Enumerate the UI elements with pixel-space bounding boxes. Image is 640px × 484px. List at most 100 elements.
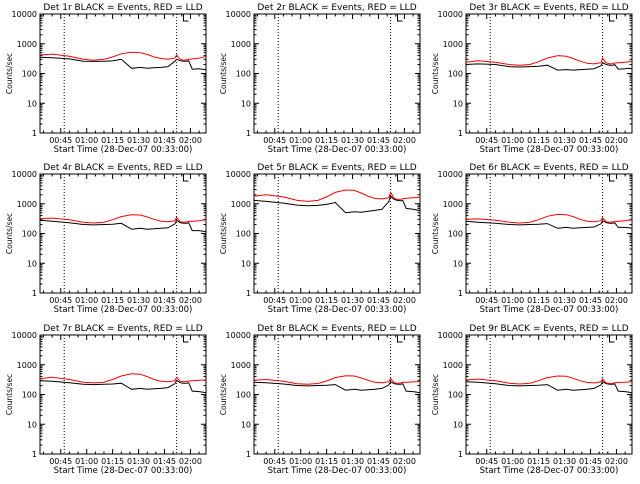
x-axis-label: Start Time (28-Dec-07 00:33:00) — [268, 145, 407, 155]
x-tick-label: 01:45 — [367, 457, 390, 466]
x-tick-label: 01:45 — [153, 296, 176, 305]
panel-title: Det 9r BLACK = Events, RED = LLD — [469, 324, 628, 334]
y-tick-label: 100 — [448, 391, 463, 400]
x-tick-label: 02:00 — [393, 296, 416, 305]
attenuator-marker — [397, 14, 403, 22]
series-line-events — [39, 219, 207, 233]
x-tick-label: 01:45 — [367, 296, 390, 305]
series-line-lld — [465, 375, 633, 385]
series-line-events — [465, 62, 633, 71]
x-tick-label: 01:00 — [501, 136, 524, 145]
y-axis-label: Counts/sec — [219, 213, 228, 254]
y-tick-label: 10 — [241, 259, 251, 268]
panel-det-2r: Det 2r BLACK = Events, RED = LLD 1 10 100 10… — [219, 3, 421, 155]
plot-frame — [465, 334, 633, 455]
plot-frame — [39, 173, 207, 294]
panel-det-9r: Det 9r BLACK = Events, RED = LLD 1 10 100 10… — [431, 324, 633, 476]
series-line-lld — [39, 214, 207, 224]
y-tick-label: 100 — [236, 391, 251, 400]
x-tick-label: 00:45 — [49, 136, 72, 145]
panel-det-6r: Det 6r BLACK = Events, RED = LLD 1 10 100 10… — [431, 163, 633, 315]
attenuator-marker — [397, 335, 403, 343]
y-tick-label: 10 — [453, 99, 463, 108]
y-tick-label: 100 — [236, 70, 251, 79]
y-tick-label: 1000 — [231, 40, 251, 49]
x-axis-label: Start Time (28-Dec-07 00:33:00) — [480, 305, 619, 315]
attenuator-marker — [397, 174, 403, 182]
panel-det-1r: Det 1r BLACK = Events, RED = LLD 1 10 100 10… — [5, 3, 207, 155]
x-tick-label: 01:15 — [315, 296, 338, 305]
y-axis-label: Counts/sec — [431, 213, 440, 254]
y-tick-label: 1000 — [17, 361, 37, 370]
y-tick-label: 1000 — [443, 200, 463, 209]
attenuator-marker — [183, 174, 189, 182]
panel-det-4r: Det 4r BLACK = Events, RED = LLD 1 10 100 10… — [5, 163, 207, 315]
attenuator-marker — [609, 174, 615, 182]
x-tick-label: 01:15 — [101, 457, 124, 466]
y-tick-label: 100 — [22, 70, 37, 79]
y-tick-label: 100 — [448, 70, 463, 79]
x-axis-label: Start Time (28-Dec-07 00:33:00) — [54, 305, 193, 315]
attenuator-marker — [183, 335, 189, 343]
panel-title: Det 3r BLACK = Events, RED = LLD — [469, 3, 628, 13]
y-axis-label: Counts/sec — [431, 53, 440, 94]
x-tick-label: 00:45 — [475, 296, 498, 305]
x-axis-label: Start Time (28-Dec-07 00:33:00) — [480, 466, 619, 476]
y-tick-label: 1 — [32, 289, 37, 298]
y-tick-label: 10 — [453, 259, 463, 268]
y-axis-label: Counts/sec — [5, 53, 14, 94]
y-axis-label: Counts/sec — [5, 213, 14, 254]
panel-title: Det 8r BLACK = Events, RED = LLD — [257, 324, 416, 334]
x-axis-label: Start Time (28-Dec-07 00:33:00) — [268, 305, 407, 315]
y-tick-label: 10 — [27, 259, 37, 268]
x-tick-label: 01:30 — [553, 457, 576, 466]
x-tick-label: 01:15 — [101, 136, 124, 145]
y-tick-label: 100 — [22, 391, 37, 400]
x-tick-label: 00:45 — [263, 457, 286, 466]
x-tick-label: 01:00 — [501, 457, 524, 466]
y-tick-label: 1 — [458, 129, 463, 138]
x-tick-label: 01:30 — [553, 296, 576, 305]
series-line-events — [465, 381, 633, 394]
x-tick-label: 01:00 — [289, 296, 312, 305]
plot-frame — [253, 13, 421, 134]
y-tick-label: 10000 — [12, 170, 37, 179]
x-tick-label: 01:00 — [75, 296, 98, 305]
y-tick-label: 100 — [236, 230, 251, 239]
x-tick-label: 01:45 — [579, 136, 602, 145]
y-tick-label: 10000 — [12, 331, 37, 340]
x-tick-label: 00:45 — [263, 296, 286, 305]
y-tick-label: 1 — [246, 450, 251, 459]
x-tick-label: 00:45 — [49, 457, 72, 466]
panel-title: Det 4r BLACK = Events, RED = LLD — [43, 163, 202, 173]
x-tick-label: 02:00 — [605, 296, 628, 305]
x-tick-label: 00:45 — [475, 457, 498, 466]
x-tick-label: 01:15 — [101, 296, 124, 305]
y-axis-label: Counts/sec — [219, 53, 228, 94]
x-tick-label: 00:45 — [49, 296, 72, 305]
y-tick-label: 1000 — [443, 361, 463, 370]
plot-frame — [39, 334, 207, 455]
x-tick-label: 01:00 — [75, 457, 98, 466]
x-tick-label: 01:15 — [527, 136, 550, 145]
y-tick-label: 100 — [448, 230, 463, 239]
y-axis-label: Counts/sec — [5, 374, 14, 415]
y-tick-label: 1000 — [443, 40, 463, 49]
panel-title: Det 7r BLACK = Events, RED = LLD — [43, 324, 202, 334]
panel-det-8r: Det 8r BLACK = Events, RED = LLD 1 10 100 10… — [219, 324, 421, 476]
y-tick-label: 1000 — [231, 200, 251, 209]
y-axis-label: Counts/sec — [219, 374, 228, 415]
series-line-events — [465, 220, 633, 229]
x-tick-label: 01:15 — [527, 296, 550, 305]
y-tick-label: 1 — [246, 289, 251, 298]
plot-frame — [39, 13, 207, 134]
y-tick-label: 10000 — [226, 331, 251, 340]
x-tick-label: 01:45 — [153, 457, 176, 466]
x-tick-label: 02:00 — [605, 136, 628, 145]
y-tick-label: 10 — [241, 420, 251, 429]
series-line-lld — [39, 373, 207, 384]
y-tick-label: 1 — [458, 289, 463, 298]
y-tick-label: 10000 — [226, 10, 251, 19]
x-tick-label: 01:30 — [553, 136, 576, 145]
y-tick-label: 10000 — [438, 170, 463, 179]
